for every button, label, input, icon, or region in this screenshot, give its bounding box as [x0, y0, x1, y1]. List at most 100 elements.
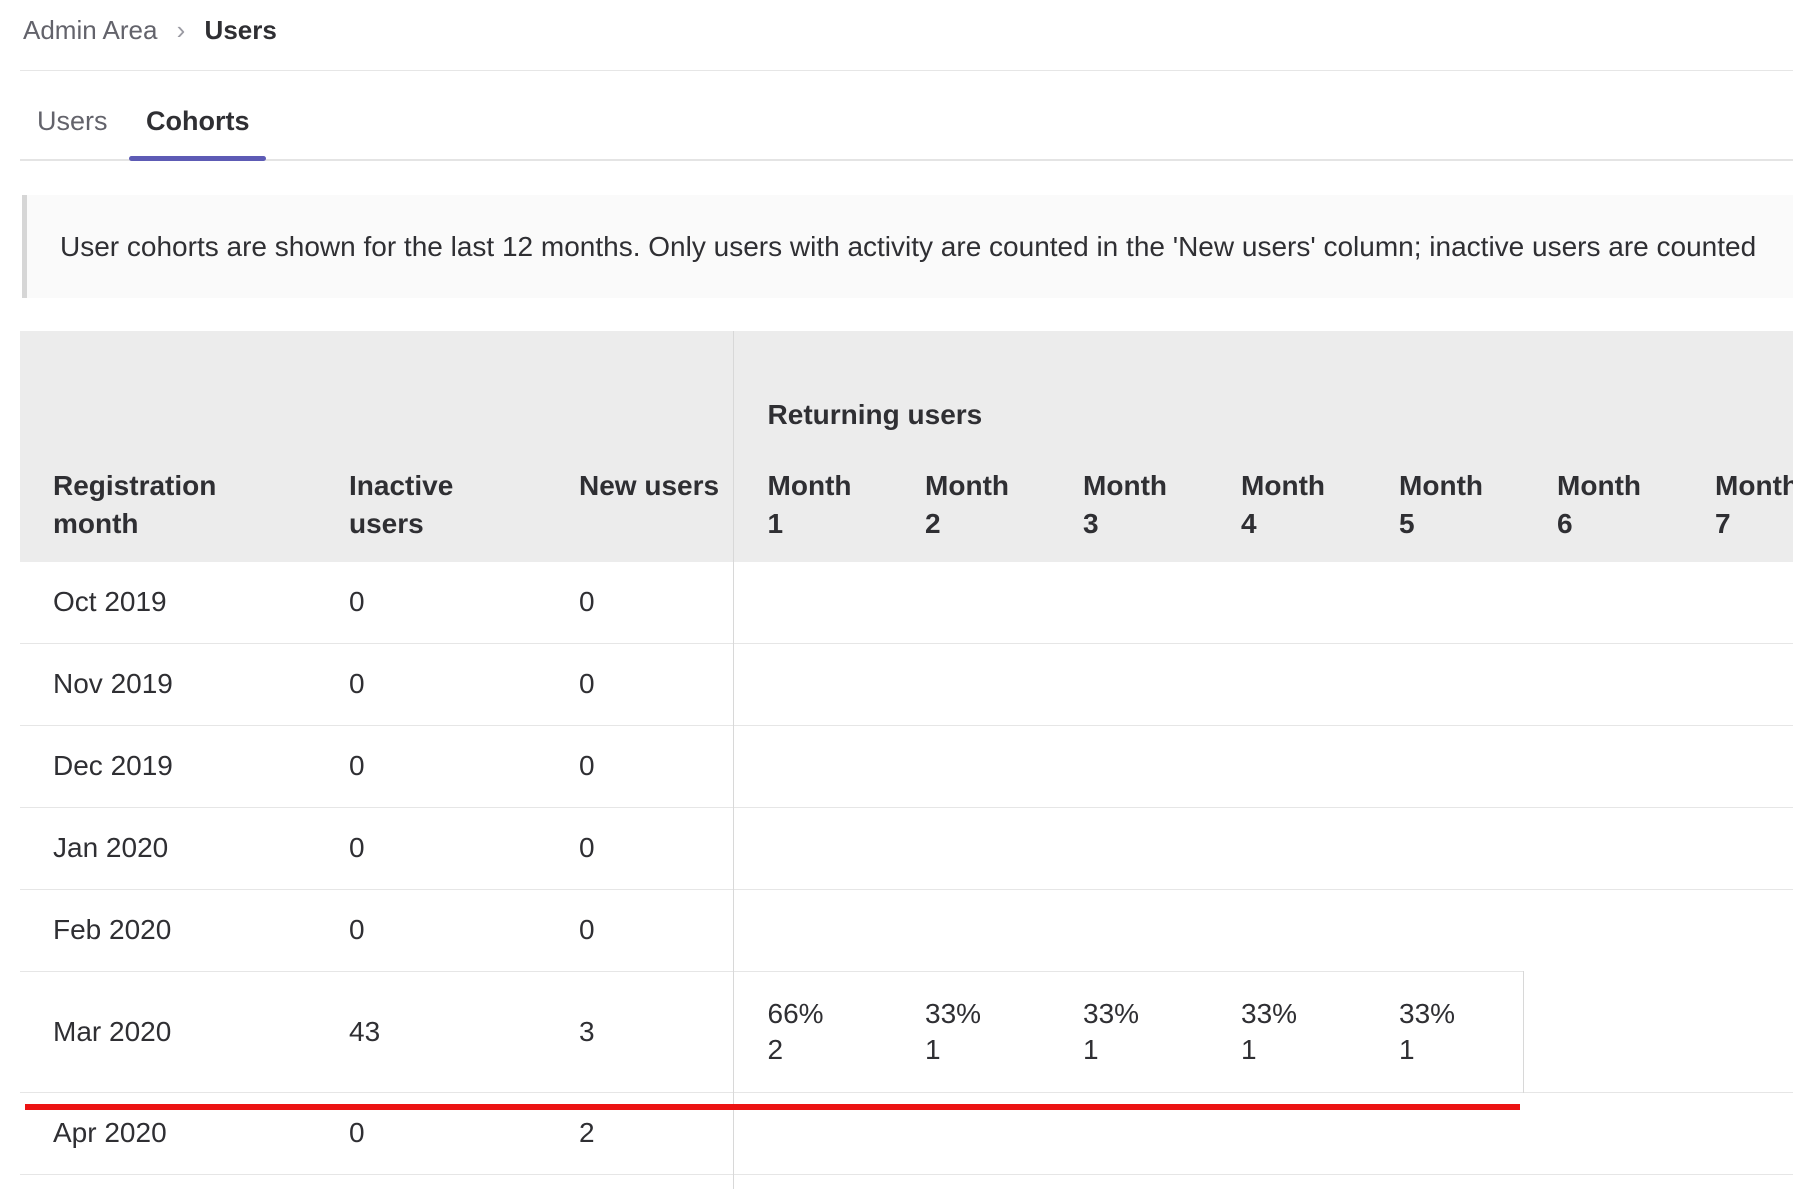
- column-header-month-7: Month 7: [1681, 441, 1793, 562]
- table-row-partial: [20, 1174, 1793, 1189]
- cell-month: [1523, 643, 1682, 726]
- cell-new-users: 0: [557, 807, 734, 890]
- cell-registration-month: Feb 2020: [20, 889, 327, 972]
- cell-month: [1207, 643, 1366, 726]
- cell-month: [891, 807, 1050, 890]
- cell-month: [732, 643, 892, 726]
- cell-month: [891, 562, 1050, 644]
- cell-month-2: 33% 1: [891, 971, 1050, 1093]
- annotation-red-line: [25, 1104, 1520, 1110]
- cell-month: [1681, 889, 1793, 972]
- cell-month: [891, 1174, 1050, 1189]
- table-row-feb-2020: Feb 2020 0 0: [20, 889, 1793, 972]
- cell-month: [1365, 643, 1524, 726]
- cell-month: [1049, 889, 1208, 972]
- column-header-new-users: New users: [557, 441, 734, 562]
- cohorts-table: Returning users Registration month Inact…: [20, 331, 1793, 1189]
- cell-new-users: 3: [557, 971, 734, 1093]
- info-banner: User cohorts are shown for the last 12 m…: [22, 195, 1793, 298]
- cell-month: [1365, 562, 1524, 644]
- column-header-month-5: Month 5: [1365, 441, 1524, 562]
- cell-registration-month: [20, 1174, 327, 1189]
- info-banner-text: User cohorts are shown for the last 12 m…: [60, 230, 1757, 262]
- retention-percent: 33%: [925, 998, 982, 1029]
- retention-count: 1: [1399, 1034, 1415, 1065]
- cell-new-users: 0: [557, 725, 734, 808]
- cell-month-3: 33% 1: [1049, 971, 1208, 1093]
- cell-month-7: [1681, 971, 1793, 1093]
- cell-registration-month: Dec 2019: [20, 725, 327, 808]
- cell-month: [1681, 807, 1793, 890]
- tab-cohorts[interactable]: Cohorts: [128, 92, 267, 161]
- cell-new-users: 0: [557, 562, 734, 644]
- cell-month: [1523, 889, 1682, 972]
- cell-month: [1207, 807, 1366, 890]
- column-header-month-4: Month 4: [1207, 441, 1366, 562]
- cell-month: [1207, 1174, 1366, 1189]
- cell-month: [891, 725, 1050, 808]
- retention-count: 1: [1083, 1034, 1099, 1065]
- tab-bar: Users Cohorts: [20, 92, 1793, 161]
- cell-month-4: 33% 1: [1207, 971, 1366, 1093]
- cell-month: [1523, 725, 1682, 808]
- column-header-registration-month: Registration month: [20, 441, 327, 562]
- cell-inactive-users: [327, 1174, 557, 1189]
- cell-registration-month: Mar 2020: [20, 971, 327, 1093]
- cell-inactive-users: 0: [327, 643, 557, 726]
- cell-new-users: [557, 1174, 734, 1189]
- breadcrumb: Admin Area › Users: [20, 0, 1793, 71]
- cell-month: [1681, 1174, 1793, 1189]
- cell-month-6: [1523, 971, 1682, 1093]
- cell-month: [1681, 1092, 1793, 1175]
- column-header-month-6: Month 6: [1523, 441, 1682, 562]
- cell-month: [1049, 562, 1208, 644]
- table-row-dec-2019: Dec 2019 0 0: [20, 725, 1793, 808]
- group-header-spacer: [20, 331, 734, 441]
- cell-month: [1207, 562, 1366, 644]
- table-column-header-row: Registration month Inactive users New us…: [20, 441, 1793, 562]
- cell-inactive-users: 43: [327, 971, 557, 1093]
- cell-month: [1049, 807, 1208, 890]
- cell-month: [732, 889, 892, 972]
- cell-inactive-users: 0: [327, 725, 557, 808]
- breadcrumb-users[interactable]: Users: [204, 15, 277, 45]
- cell-registration-month: Nov 2019: [20, 643, 327, 726]
- retention-count: 1: [1241, 1034, 1257, 1065]
- cell-month: [1049, 1174, 1208, 1189]
- retention-percent: 33%: [1083, 998, 1140, 1029]
- cell-month: [891, 889, 1050, 972]
- cell-month: [1523, 562, 1682, 644]
- tab-users[interactable]: Users: [37, 106, 108, 136]
- cohorts-table-container: Returning users Registration month Inact…: [20, 331, 1793, 1189]
- cell-month: [891, 643, 1050, 726]
- cell-month: [1049, 725, 1208, 808]
- cell-month: [1207, 725, 1366, 808]
- table-row-oct-2019: Oct 2019 0 0: [20, 562, 1793, 644]
- column-header-month-2: Month 2: [891, 441, 1050, 562]
- cell-month: [732, 725, 892, 808]
- group-header-returning-users: Returning users: [732, 331, 1793, 441]
- cell-month: [1049, 643, 1208, 726]
- cell-registration-month: Oct 2019: [20, 562, 327, 644]
- cell-month: [732, 807, 892, 890]
- cell-registration-month: Jan 2020: [20, 807, 327, 890]
- breadcrumb-separator-icon: ›: [176, 15, 186, 45]
- cell-month: [1523, 1092, 1682, 1175]
- retention-percent: 33%: [1399, 998, 1456, 1029]
- cell-month: [1365, 807, 1524, 890]
- table-row-jan-2020: Jan 2020 0 0: [20, 807, 1793, 890]
- cell-month: [732, 1174, 892, 1189]
- retention-percent: 33%: [1241, 998, 1298, 1029]
- cell-month: [1681, 643, 1793, 726]
- cell-month: [732, 562, 892, 644]
- column-header-month-3: Month 3: [1049, 441, 1208, 562]
- cell-month: [1365, 725, 1524, 808]
- cell-month: [1207, 889, 1366, 972]
- cell-new-users: 0: [557, 643, 734, 726]
- breadcrumb-admin-area[interactable]: Admin Area: [23, 15, 158, 45]
- cell-inactive-users: 0: [327, 807, 557, 890]
- cell-new-users: 0: [557, 889, 734, 972]
- cell-month: [1365, 889, 1524, 972]
- retention-count: 1: [925, 1034, 941, 1065]
- column-header-month-1: Month 1: [732, 441, 892, 562]
